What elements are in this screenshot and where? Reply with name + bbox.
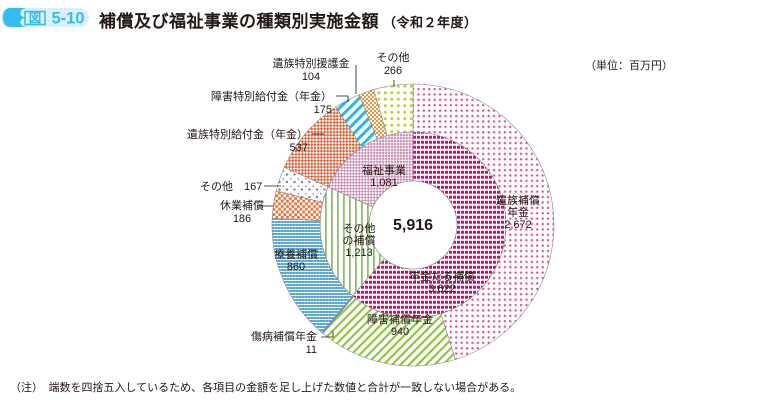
svg-text:療養補償: 療養補償 — [274, 247, 318, 261]
svg-text:その他 167: その他 167 — [200, 180, 262, 193]
svg-text:537: 537 — [290, 142, 308, 154]
svg-text:3,622: 3,622 — [428, 283, 456, 295]
svg-text:休業補償: 休業補償 — [220, 198, 264, 212]
svg-text:5,916: 5,916 — [393, 217, 433, 234]
svg-text:860: 860 — [287, 261, 305, 273]
svg-text:遺族補償: 遺族補償 — [496, 193, 540, 207]
svg-text:（単位：百万円）: （単位：百万円） — [585, 58, 673, 72]
svg-text:福祉事業: 福祉事業 — [362, 163, 406, 177]
svg-text:2,672: 2,672 — [504, 219, 532, 231]
svg-text:障害特別給付金（年金）: 障害特別給付金（年金） — [211, 89, 332, 103]
svg-text:940: 940 — [391, 326, 409, 338]
svg-text:11: 11 — [306, 344, 317, 356]
svg-text:その他: その他 — [343, 222, 376, 235]
svg-text:175: 175 — [314, 104, 332, 116]
svg-text:その他: その他 — [377, 51, 410, 64]
svg-text:傷病補償年金: 傷病補償年金 — [251, 329, 317, 343]
svg-text:1,213: 1,213 — [345, 247, 373, 259]
svg-text:遺族特別給付金（年金）: 遺族特別給付金（年金） — [187, 127, 308, 141]
svg-text:遺族特別援護金: 遺族特別援護金 — [273, 56, 350, 70]
svg-text:104: 104 — [302, 71, 320, 83]
svg-text:年金: 年金 — [507, 205, 529, 219]
svg-text:年金たる補償: 年金たる補償 — [409, 269, 475, 283]
svg-text:186: 186 — [233, 213, 251, 225]
svg-text:266: 266 — [384, 65, 402, 77]
svg-text:1,081: 1,081 — [370, 177, 398, 189]
svg-text:障害補償年金: 障害補償年金 — [367, 312, 433, 326]
svg-text:の補償: の補償 — [343, 233, 376, 247]
